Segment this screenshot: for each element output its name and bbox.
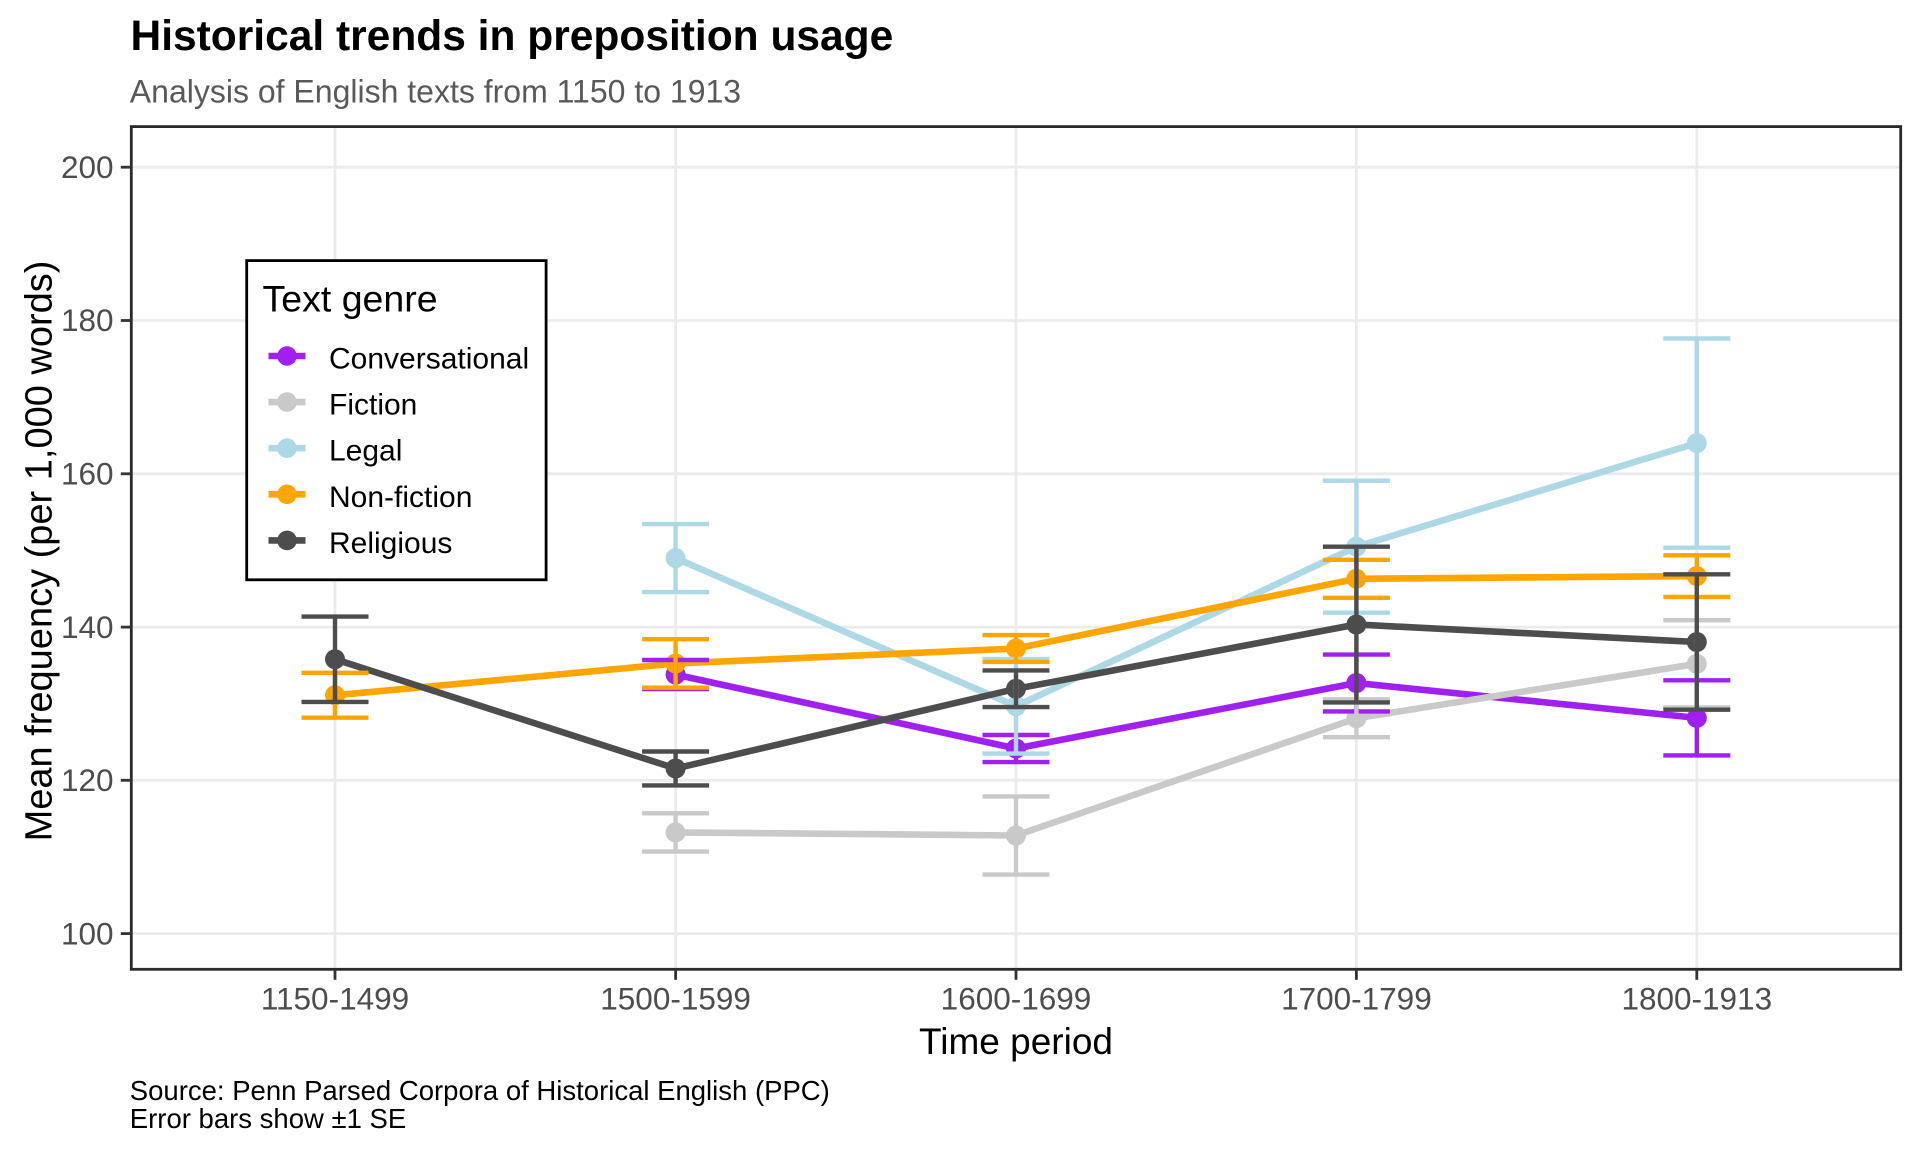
svg-text:100: 100 bbox=[61, 915, 114, 951]
svg-text:Fiction: Fiction bbox=[329, 389, 417, 422]
svg-text:Non-fiction: Non-fiction bbox=[329, 481, 472, 514]
svg-text:Time period: Time period bbox=[919, 1021, 1113, 1062]
svg-text:1150-1499: 1150-1499 bbox=[261, 981, 409, 1017]
svg-text:Source: Penn Parsed Corpora of: Source: Penn Parsed Corpora of Historica… bbox=[130, 1075, 830, 1106]
svg-text:1800-1913: 1800-1913 bbox=[1621, 981, 1772, 1017]
svg-text:Mean frequency (per 1,000 word: Mean frequency (per 1,000 words) bbox=[19, 261, 61, 842]
svg-text:Error bars show ±1 SE: Error bars show ±1 SE bbox=[130, 1103, 406, 1134]
svg-text:180: 180 bbox=[61, 302, 114, 338]
svg-text:Text genre: Text genre bbox=[263, 278, 438, 320]
svg-text:1700-1799: 1700-1799 bbox=[1281, 981, 1432, 1017]
svg-text:Legal: Legal bbox=[329, 435, 402, 468]
svg-text:Historical trends in prepositi: Historical trends in preposition usage bbox=[131, 13, 894, 60]
svg-text:200: 200 bbox=[61, 149, 114, 185]
svg-text:160: 160 bbox=[61, 456, 114, 492]
svg-text:140: 140 bbox=[61, 609, 114, 645]
svg-text:1500-1599: 1500-1599 bbox=[600, 981, 751, 1017]
svg-text:Religious: Religious bbox=[329, 527, 452, 560]
svg-text:Conversational: Conversational bbox=[329, 343, 529, 376]
svg-text:Analysis of English texts from: Analysis of English texts from 1150 to 1… bbox=[130, 73, 741, 109]
svg-text:1600-1699: 1600-1699 bbox=[941, 981, 1092, 1017]
svg-text:120: 120 bbox=[61, 762, 114, 798]
